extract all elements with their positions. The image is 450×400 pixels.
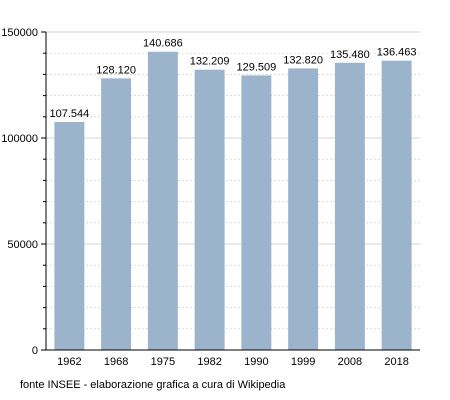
x-tick-label: 1990 (244, 356, 268, 368)
y-tick-label: 50000 (7, 239, 38, 251)
labels: 107.544 1962 128.120 1968 140.686 1975 132.209… (1, 27, 416, 368)
bar (381, 60, 412, 351)
value-label: 107.544 (49, 108, 89, 120)
x-tick-label: 1975 (151, 356, 175, 368)
y-tick-label: 0 (32, 345, 38, 357)
x-tick-label: 2008 (338, 356, 362, 368)
value-label: 129.509 (236, 61, 276, 73)
y-tick-label: 150000 (1, 27, 38, 39)
bars (54, 51, 412, 351)
axes (41, 31, 420, 351)
x-tick-label: 1962 (57, 356, 81, 368)
bar (147, 51, 178, 351)
x-tick-label: 1968 (104, 356, 128, 368)
value-label: 128.120 (96, 64, 136, 76)
value-label: 132.820 (283, 54, 323, 66)
y-tick-label: 100000 (1, 133, 38, 145)
bar (54, 122, 85, 351)
x-tick-label: 2018 (384, 356, 408, 368)
value-label: 136.463 (377, 47, 417, 59)
bar (194, 69, 225, 350)
x-tick-label: 1999 (291, 356, 315, 368)
source-note: fonte INSEE - elaborazione grafica a cur… (20, 379, 286, 391)
bar (241, 75, 272, 350)
bar (101, 78, 132, 351)
value-label: 132.209 (190, 56, 230, 68)
x-tick-label: 1982 (197, 356, 221, 368)
value-label: 140.686 (143, 38, 183, 50)
value-label: 135.480 (330, 49, 370, 61)
bar (334, 62, 365, 350)
bar (288, 68, 319, 350)
